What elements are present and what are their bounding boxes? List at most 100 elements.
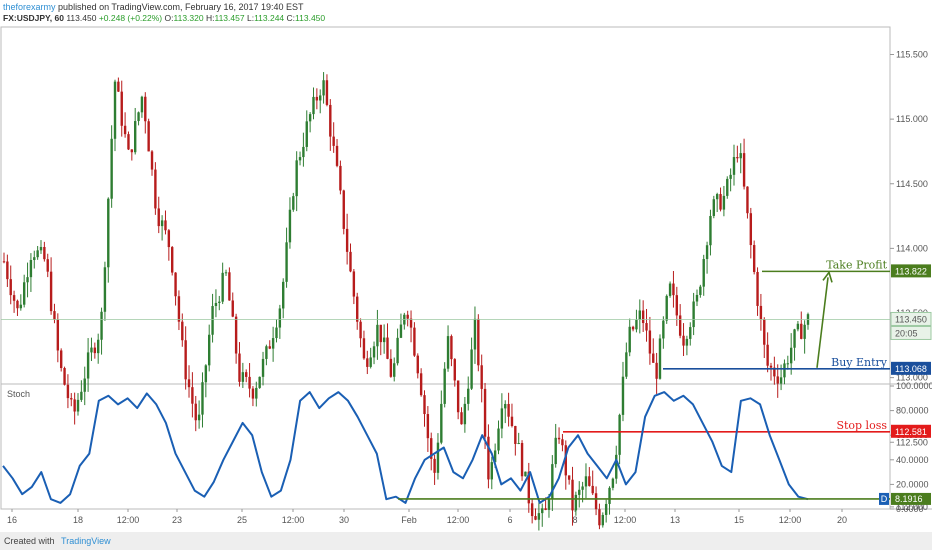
candle-body [332,136,335,146]
time-tick-label: 23 [172,515,182,525]
price-chart[interactable]: 115.500115.000114.500114.000113.500113.0… [0,0,932,532]
candle-body [652,353,655,363]
candle-body [66,384,70,399]
candle-body [379,324,382,343]
candle-body [285,242,288,282]
tradingview-logo[interactable]: TradingView [61,536,111,546]
candle-body [796,323,800,330]
candle-body [292,196,295,210]
candle-body [315,96,319,101]
candle-body [211,306,214,335]
candle-body [345,228,349,252]
candle-body [608,487,611,504]
level-price-text-0: 113.822 [895,266,927,276]
candle-body [271,338,275,349]
candle-body [295,160,298,197]
candle-body [120,91,123,126]
candle-body [715,194,719,200]
price-tick-label: 112.500 [896,437,928,447]
price-tick-label: 114.500 [896,179,928,189]
last-price: 113.450 [66,13,97,23]
candle-body [530,503,534,517]
symbol-label: FX:USDJPY, 60 [3,13,64,23]
candle-body [117,81,120,92]
candle-body [611,478,615,488]
candle-body [800,323,803,339]
candle-body [298,157,302,161]
candle-body [342,190,345,229]
author-link[interactable]: theforexarmy [3,2,56,12]
candle-body [803,324,806,339]
candle-body [352,271,356,297]
candle-body [171,247,174,273]
candle-body [709,215,712,246]
candle-body [436,442,440,473]
candle-body [769,365,773,368]
candle-body [776,376,779,384]
level-price-badge-0 [891,264,931,278]
candle-body [339,165,342,191]
candle-body [214,302,218,307]
candle-body [463,403,467,425]
plot-frame [0,26,891,510]
candle-body [2,261,6,263]
candle-body [137,112,140,122]
candle-body [59,350,63,369]
candle-body [722,195,726,210]
candle-body [49,271,53,312]
candle-body [268,346,271,349]
candle-body [76,399,80,412]
candle-body [218,301,221,303]
candle-body [601,514,604,526]
candle-body [238,353,241,382]
time-tick-label: 25 [237,515,247,525]
candle-body [456,380,460,413]
candle-body [396,337,399,364]
candle-body [692,301,695,328]
candle-body [749,213,753,246]
candle-body [322,80,325,96]
candle-body [736,157,739,159]
time-tick-label: 12:00 [117,515,140,525]
candle-body [369,357,372,367]
stoch-tick-label: 20.0000 [896,479,929,489]
candle-body [110,138,113,199]
candle-body [224,272,228,274]
candle-body [33,257,36,261]
candle-body [615,454,618,479]
candle-body [628,326,631,353]
candle-body [648,330,652,354]
candle-body [70,398,73,400]
publish-info: published on TradingView.com, February 1… [58,2,304,12]
candle-body [308,114,312,122]
candle-body [56,319,60,351]
stoch-level-badge [891,492,931,505]
candle-body [130,149,134,153]
time-tick-label: 12:00 [447,515,470,525]
stoch-marker-badge [879,492,889,505]
candle-body [46,259,49,272]
candle-body [446,336,450,369]
candle-body [604,503,608,515]
candle-body [241,372,245,382]
candle-body [668,283,672,296]
created-with-label: Created with [4,536,55,546]
candle-body [93,347,97,354]
candle-body [507,403,510,417]
candle-body [752,245,756,272]
candle-body [450,336,453,360]
candle-body [187,379,191,388]
candle-body [349,251,352,272]
candle-body [275,327,278,339]
candle-body [524,471,527,477]
candle-body [329,104,332,137]
price-tick-label: 113.000 [896,373,928,383]
low-value: 113.244 [254,13,285,23]
time-tick-label: Feb [401,515,417,525]
footer-bar: Created with TradingView [0,532,932,550]
candle-body [537,513,541,520]
candle-body [763,319,766,345]
candle-body [63,368,66,385]
candle-body [305,121,308,147]
candle-body [685,338,689,346]
